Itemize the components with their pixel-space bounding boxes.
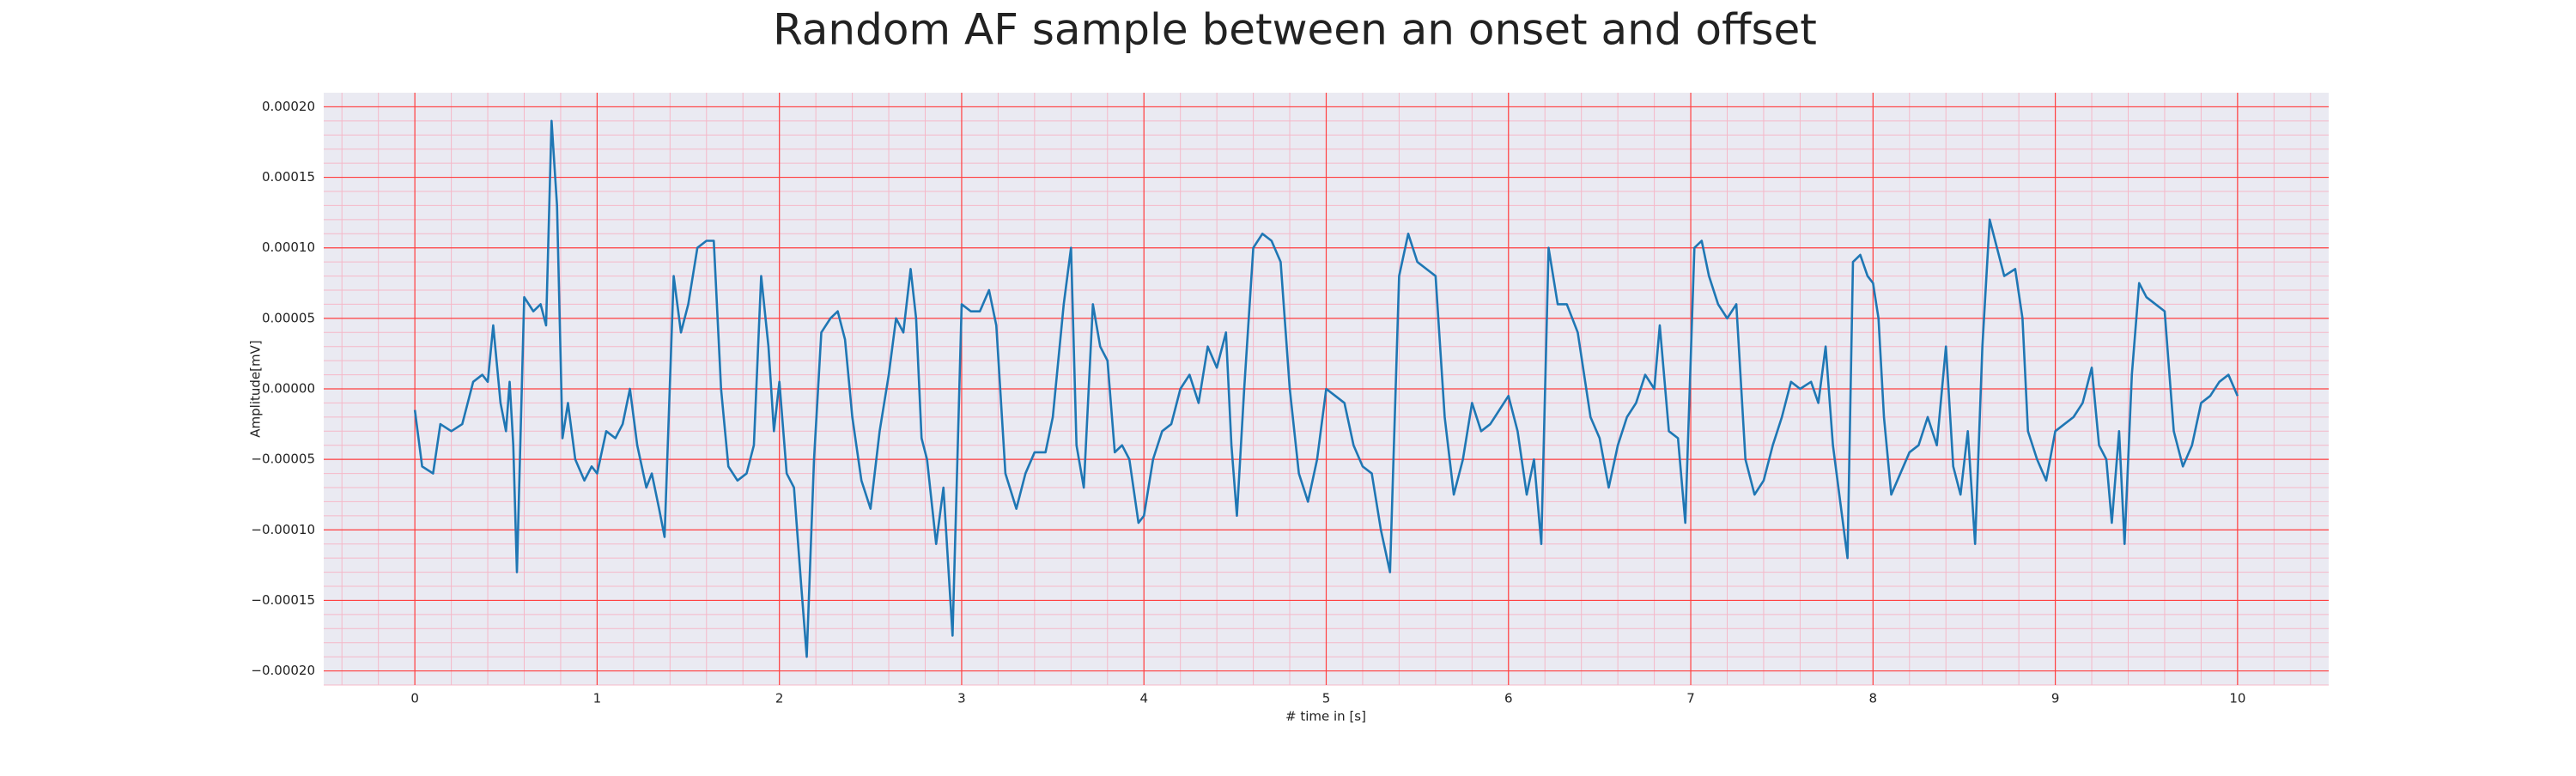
y-tick-label: 0.00005 — [262, 310, 315, 325]
x-tick-label: 10 — [2229, 691, 2245, 706]
x-tick-label: 7 — [1686, 691, 1695, 706]
x-tick-label: 3 — [957, 691, 966, 706]
x-tick-label: 1 — [593, 691, 602, 706]
chart-title: Random AF sample between an onset and of… — [773, 5, 1817, 55]
y-tick-label: 0.00010 — [262, 239, 315, 255]
y-tick-label: 0.00000 — [262, 381, 315, 397]
x-tick-label: 9 — [2051, 691, 2060, 706]
x-tick-label: 0 — [410, 691, 419, 706]
y-tick-label: −0.00015 — [251, 592, 315, 608]
y-tick-label: −0.00020 — [251, 663, 315, 678]
y-axis-label: Amplitude[mV] — [248, 340, 264, 437]
y-tick-label: −0.00010 — [251, 522, 315, 537]
y-tick-label: 0.00020 — [262, 99, 315, 114]
x-tick-label: 5 — [1322, 691, 1331, 706]
x-axis-label: # time in [s] — [1285, 709, 1366, 724]
x-tick-label: 4 — [1139, 691, 1148, 706]
x-tick-label: 2 — [775, 691, 784, 706]
x-tick-label: 8 — [1869, 691, 1878, 706]
y-tick-label: −0.00005 — [251, 452, 315, 467]
x-tick-label: 6 — [1504, 691, 1513, 706]
y-tick-label: 0.00015 — [262, 169, 315, 185]
signal-line — [413, 119, 2239, 658]
